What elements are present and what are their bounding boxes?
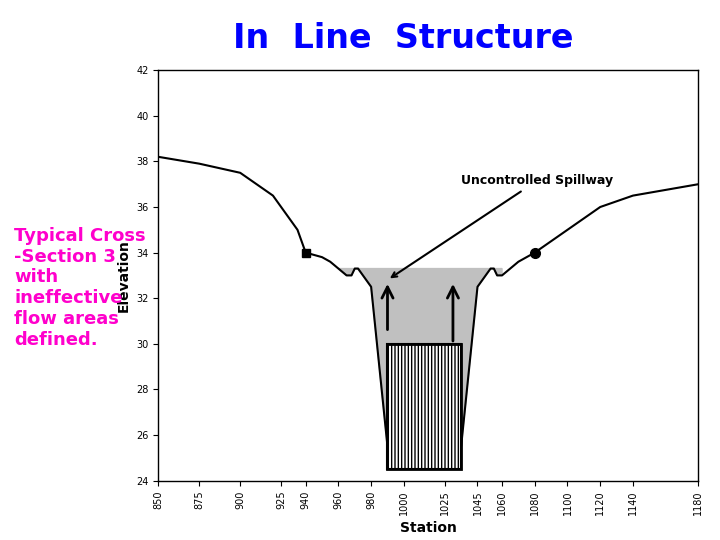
Y-axis label: Elevation: Elevation	[117, 239, 131, 312]
Text: In  Line  Structure: In Line Structure	[233, 22, 573, 55]
X-axis label: Station: Station	[400, 521, 456, 535]
Text: Uncontrolled Spillway: Uncontrolled Spillway	[392, 174, 613, 277]
Text: Typical Cross
-Section 3
with
ineffective
flow areas
defined.: Typical Cross -Section 3 with ineffectiv…	[14, 227, 146, 349]
Bar	[387, 344, 461, 469]
Polygon shape	[338, 268, 502, 462]
Bar	[387, 344, 461, 469]
